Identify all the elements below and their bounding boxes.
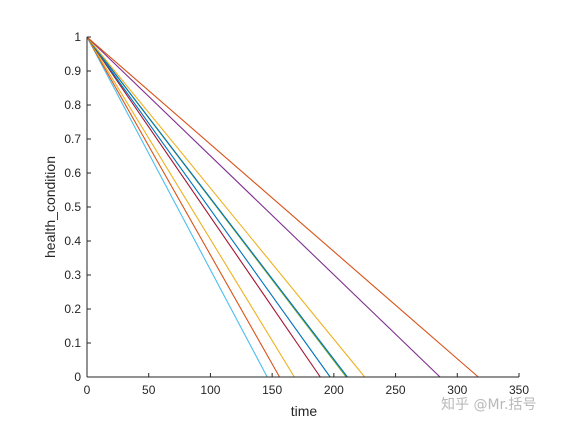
- series-line-9: [86, 36, 441, 378]
- watermark: 知乎 @Mr.括号: [441, 397, 537, 413]
- y-tick-label: 0.4: [64, 234, 81, 248]
- x-tick-label: 100: [200, 383, 220, 397]
- series-line-1: [86, 36, 268, 378]
- series-line-3: [86, 36, 295, 378]
- x-tick-label: 250: [386, 383, 406, 397]
- y-tick-label: 0.7: [64, 132, 81, 146]
- series-line-8: [86, 36, 366, 378]
- x-axis-label: time: [291, 403, 318, 419]
- x-tick-label: 300: [447, 383, 467, 397]
- x-tick-label: 50: [142, 383, 156, 397]
- series-line-7: [86, 36, 348, 378]
- x-tick-label: 0: [84, 383, 91, 397]
- y-tick-label: 0.1: [64, 336, 81, 350]
- x-tick-label: 350: [509, 383, 529, 397]
- series-line-10: [86, 36, 479, 378]
- axes: 0 50 100 150 200 250 300 350 0 0.1 0.2 0.3 0.4 0.5 0.6…: [64, 30, 529, 397]
- y-tick-label: 0.3: [64, 268, 81, 282]
- series-line-4: [86, 36, 321, 378]
- series-layer: [86, 36, 479, 378]
- y-tick-label: 0.2: [64, 302, 81, 316]
- x-tick-label: 200: [324, 383, 344, 397]
- y-axis-label: health_condition: [42, 156, 58, 258]
- y-tick-label: 0.6: [64, 166, 81, 180]
- series-line-5: [86, 36, 331, 378]
- y-tick-label: 1: [74, 30, 81, 44]
- y-tick-label: 0.5: [64, 200, 81, 214]
- x-tick-label: 150: [262, 383, 282, 397]
- y-tick-label: 0.9: [64, 64, 81, 78]
- y-tick-label: 0: [74, 370, 81, 384]
- y-tick-label: 0.8: [64, 98, 81, 112]
- series-line-2: [86, 36, 281, 378]
